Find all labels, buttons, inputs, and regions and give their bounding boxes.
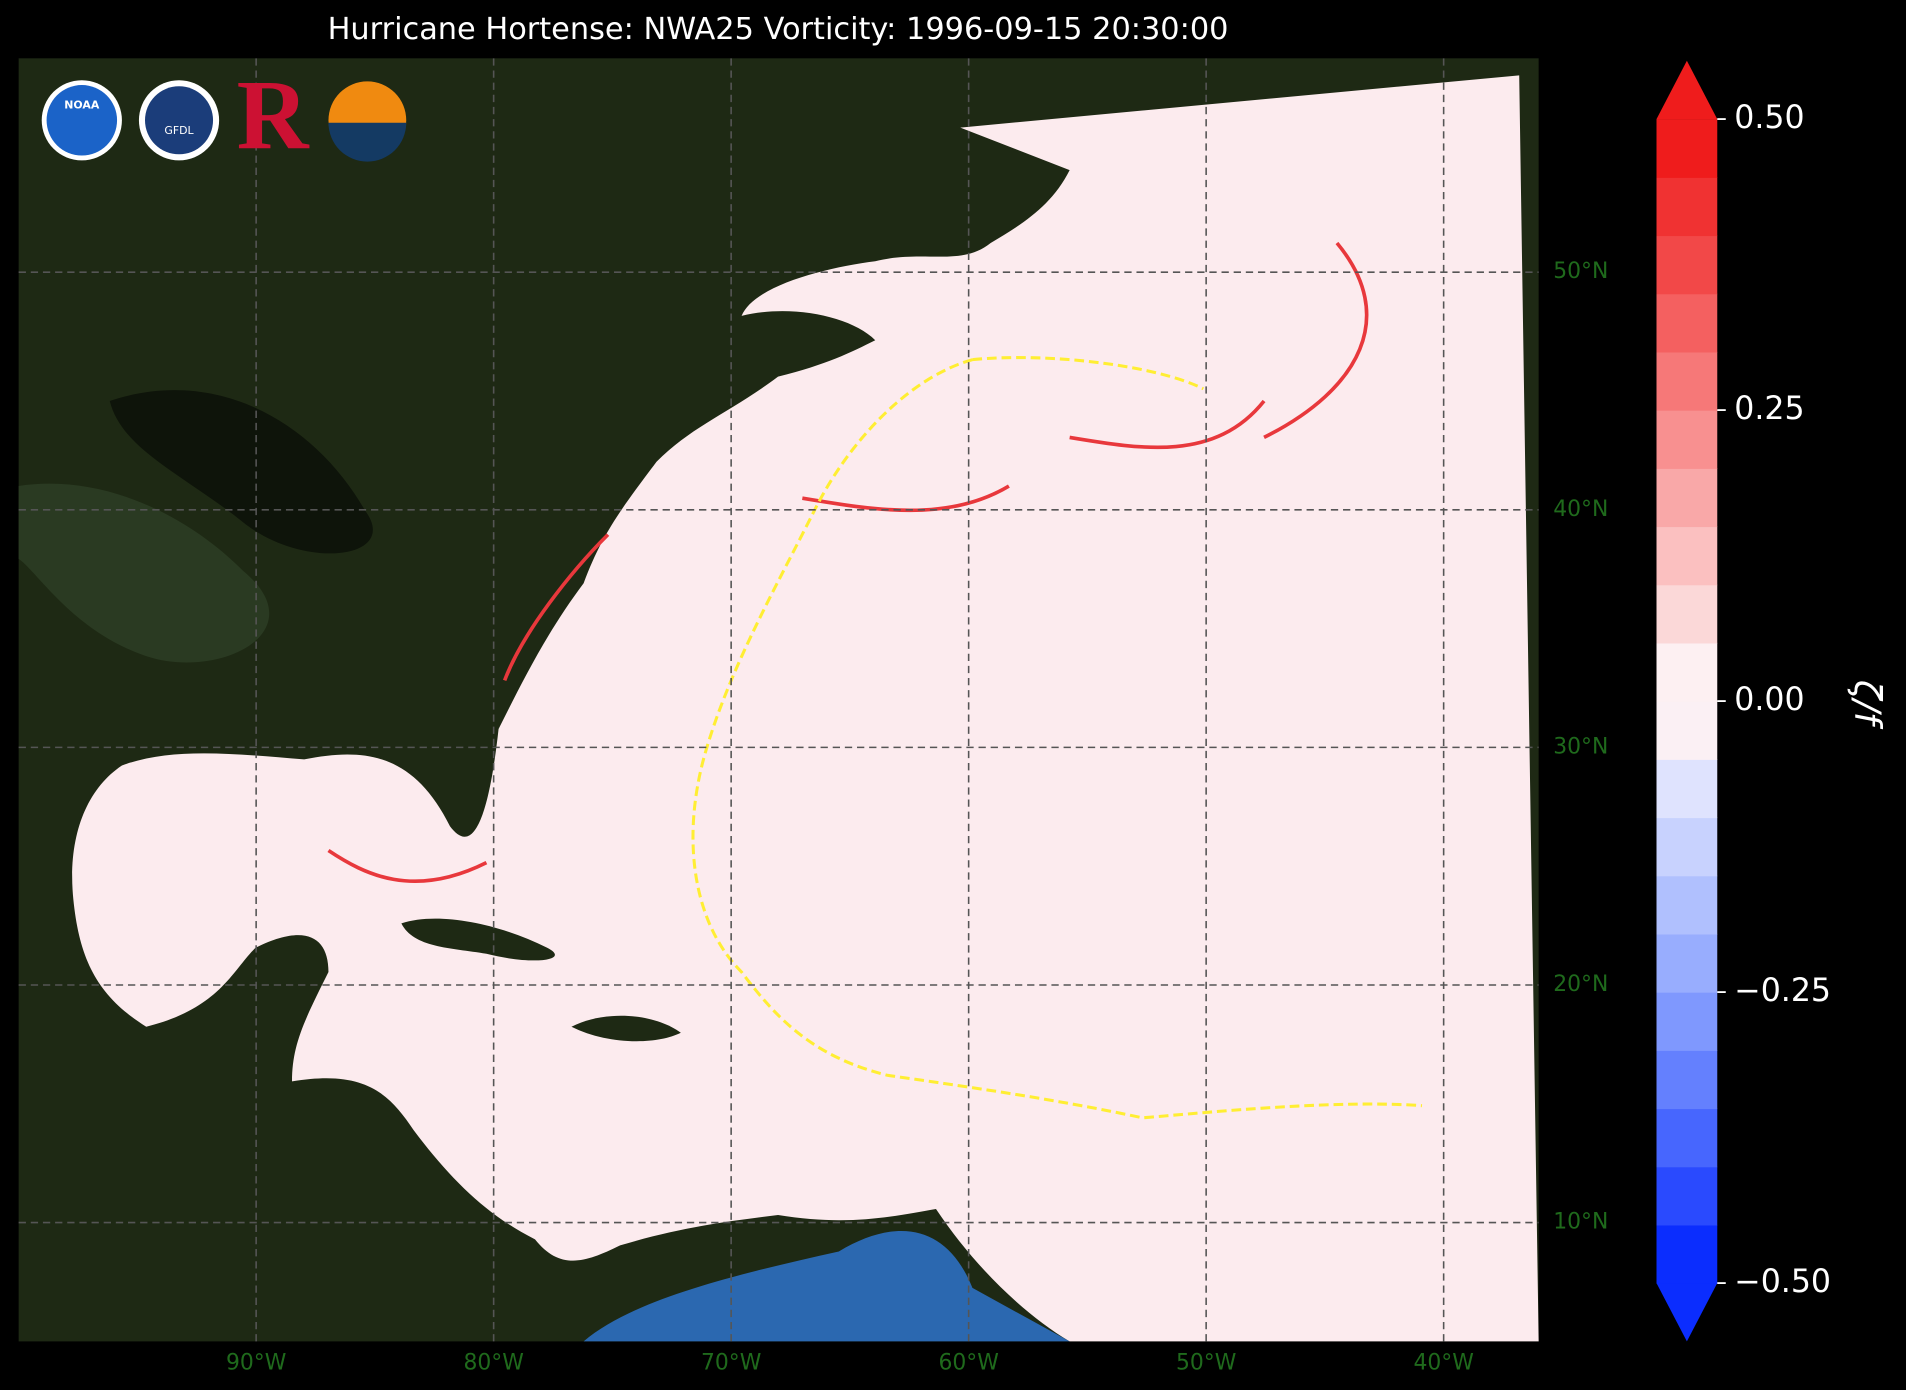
- colorbar-band: [1656, 119, 1718, 178]
- colorbar-band: [1656, 1050, 1718, 1110]
- colorbar-band: [1656, 468, 1718, 528]
- island: [571, 1015, 681, 1042]
- y-tick-label: 10°N: [1553, 1210, 1608, 1235]
- y-tick-label: 20°N: [1553, 972, 1608, 997]
- colorbar-band: [1656, 584, 1718, 644]
- y-tick-label: 40°N: [1553, 497, 1608, 522]
- colorbar-band: [1656, 526, 1718, 586]
- colorbar-band: [1656, 759, 1718, 819]
- colorbar-band: [1656, 177, 1718, 237]
- y-tick-label: 50°N: [1553, 259, 1608, 284]
- colorbar-band: [1656, 875, 1718, 935]
- title: Hurricane Hortense: NWA25 Vorticity: 199…: [328, 12, 1229, 47]
- colorbar-band: [1656, 1224, 1718, 1284]
- colorbar-band: [1656, 933, 1718, 993]
- colorbar-tick-label: −0.50: [1734, 1264, 1831, 1300]
- colorbar-band: [1656, 410, 1718, 469]
- colorbar-band: [1656, 642, 1718, 702]
- colorbar-band: [1656, 817, 1718, 877]
- colorbar-band: [1656, 1108, 1718, 1168]
- colorbar-tick-label: −0.25: [1734, 973, 1831, 1009]
- x-tick-label: 80°W: [463, 1350, 523, 1375]
- colorbar-extend-top: [1656, 60, 1718, 120]
- x-tick-label: 60°W: [938, 1350, 998, 1375]
- colorbar-extend-bottom: [1656, 1283, 1718, 1342]
- land-shade: [18, 483, 270, 663]
- colorbar-band: [1656, 992, 1718, 1051]
- y-tick-label: 30°N: [1553, 734, 1608, 759]
- colorbar-label: ζ/f: [1846, 679, 1889, 730]
- land-shade: [109, 390, 373, 554]
- logo-gfdl-inner: [145, 86, 214, 155]
- x-tick-label: 90°W: [226, 1350, 286, 1375]
- logo-rutgers: R: [237, 59, 310, 170]
- colorbar-band: [1656, 235, 1718, 295]
- colorbar-tick-label: 0.00: [1734, 682, 1804, 718]
- amazon-outflow: [583, 1230, 1070, 1342]
- logo-text: NOAA: [64, 99, 100, 112]
- logo-text: GFDL: [164, 124, 194, 137]
- ocean-vorticity: [72, 75, 1539, 1342]
- colorbar-band: [1656, 701, 1718, 760]
- colorbar-tick-label: 0.25: [1734, 391, 1804, 427]
- colorbar-band: [1656, 293, 1718, 353]
- colorbar-band: [1656, 1166, 1718, 1226]
- map-panel: NOAA GFDL R: [18, 58, 1539, 1342]
- colorbar-band: [1656, 351, 1718, 411]
- x-tick-label: 40°W: [1413, 1350, 1473, 1375]
- logo-wave: [328, 122, 407, 162]
- colorbar: ζ/f 0.50 0.25 0.00 −0.25 −0.50: [1656, 60, 1889, 1342]
- x-tick-label: 70°W: [701, 1350, 761, 1375]
- logo-noaa-inner: [46, 85, 118, 156]
- colorbar-tick-label: 0.50: [1734, 100, 1804, 136]
- x-tick-label: 50°W: [1176, 1350, 1236, 1375]
- island: [401, 918, 555, 961]
- logos: NOAA GFDL R: [41, 59, 407, 170]
